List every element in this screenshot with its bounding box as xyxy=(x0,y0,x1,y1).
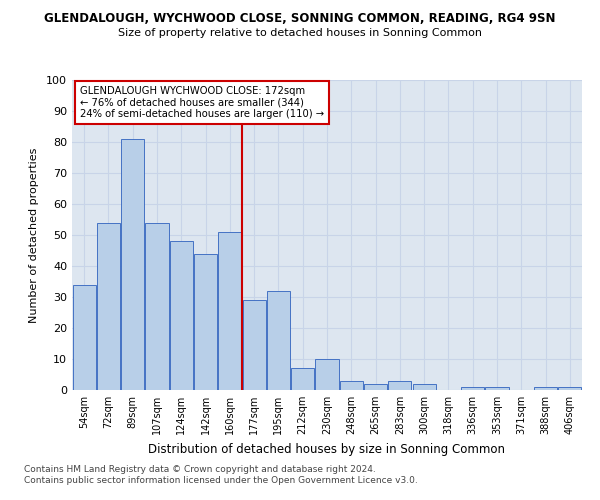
Bar xyxy=(194,254,217,390)
Bar xyxy=(364,384,387,390)
Text: Contains HM Land Registry data © Crown copyright and database right 2024.: Contains HM Land Registry data © Crown c… xyxy=(24,465,376,474)
Text: GLENDALOUGH WYCHWOOD CLOSE: 172sqm
← 76% of detached houses are smaller (344)
24: GLENDALOUGH WYCHWOOD CLOSE: 172sqm ← 76%… xyxy=(80,86,324,120)
Bar xyxy=(121,139,144,390)
Text: Contains public sector information licensed under the Open Government Licence v3: Contains public sector information licen… xyxy=(24,476,418,485)
Bar xyxy=(218,232,241,390)
Bar xyxy=(170,241,193,390)
Y-axis label: Number of detached properties: Number of detached properties xyxy=(29,148,39,322)
Bar xyxy=(242,300,266,390)
Bar xyxy=(340,380,363,390)
Bar xyxy=(388,380,412,390)
Bar xyxy=(267,291,290,390)
Bar xyxy=(73,284,95,390)
Bar xyxy=(97,222,120,390)
Bar xyxy=(413,384,436,390)
Text: Size of property relative to detached houses in Sonning Common: Size of property relative to detached ho… xyxy=(118,28,482,38)
Bar xyxy=(485,387,509,390)
Text: GLENDALOUGH, WYCHWOOD CLOSE, SONNING COMMON, READING, RG4 9SN: GLENDALOUGH, WYCHWOOD CLOSE, SONNING COM… xyxy=(44,12,556,26)
Bar xyxy=(534,387,557,390)
X-axis label: Distribution of detached houses by size in Sonning Common: Distribution of detached houses by size … xyxy=(149,442,505,456)
Bar xyxy=(559,387,581,390)
Bar xyxy=(291,368,314,390)
Bar xyxy=(316,359,338,390)
Bar xyxy=(461,387,484,390)
Bar xyxy=(145,222,169,390)
